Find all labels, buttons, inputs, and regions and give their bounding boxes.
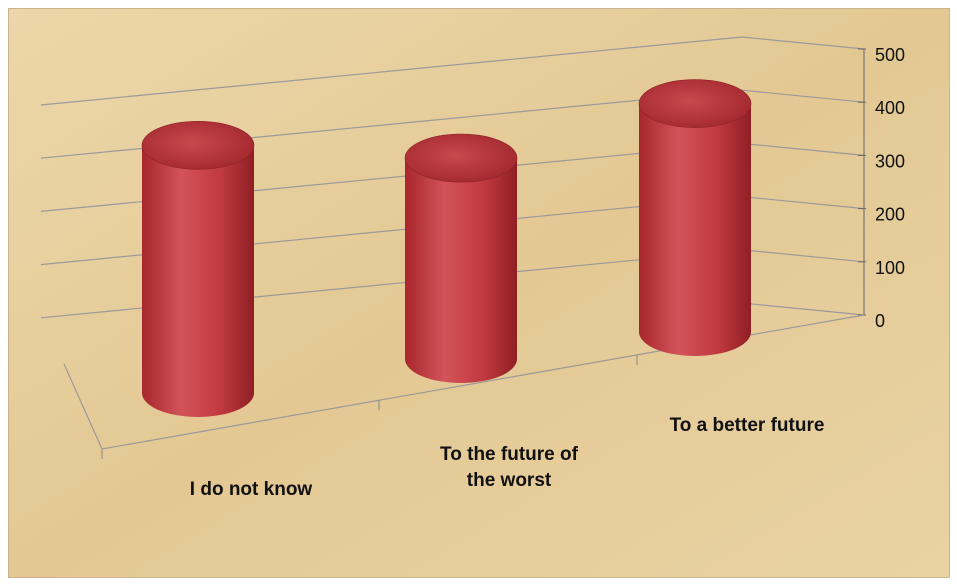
bar-cylinder-body	[405, 158, 517, 383]
axes	[63, 48, 866, 459]
bar-cylinder-top	[141, 120, 255, 170]
bar-cylinder-body	[142, 145, 254, 417]
chart-area: 0 100 200 300 400 500 I do not know To the futu…	[8, 8, 950, 578]
side-gridline	[741, 142, 865, 156]
y-tick-label: 300	[875, 151, 905, 171]
x-category-label-line: To the future of	[440, 444, 579, 465]
side-gridline	[741, 89, 865, 103]
x-category-label-line: I do not know	[190, 479, 313, 500]
y-tick-label: 100	[875, 258, 905, 278]
bar-group	[404, 133, 518, 383]
side-gridline	[741, 249, 865, 263]
side-gridline	[741, 196, 865, 210]
bar-cylinder-body	[639, 103, 751, 356]
x-category-label-line: To a better future	[670, 415, 825, 436]
gridline	[40, 36, 743, 106]
x-category-label: I do not know	[190, 479, 313, 500]
side-gridline	[741, 36, 865, 50]
labels: 0 100 200 300 400 500 I do not know To the futu…	[190, 45, 905, 500]
side-gridline	[741, 302, 865, 316]
y-tick-label: 400	[875, 98, 905, 118]
cylinder-chart: 0 100 200 300 400 500 I do not know To the futu…	[9, 9, 949, 577]
y-tick-label: 200	[875, 205, 905, 225]
bar-group	[141, 120, 255, 417]
bar-cylinder-top	[404, 133, 518, 183]
y-tick-label: 500	[875, 45, 905, 65]
x-category-label: To the future of the worst	[440, 444, 579, 491]
x-category-label-line: the worst	[467, 470, 552, 491]
x-category-label: To a better future	[670, 415, 825, 436]
y-tick-label: 0	[875, 311, 885, 331]
bar-cylinder-top	[638, 79, 752, 128]
bars	[141, 79, 752, 417]
bar-group	[638, 79, 752, 356]
